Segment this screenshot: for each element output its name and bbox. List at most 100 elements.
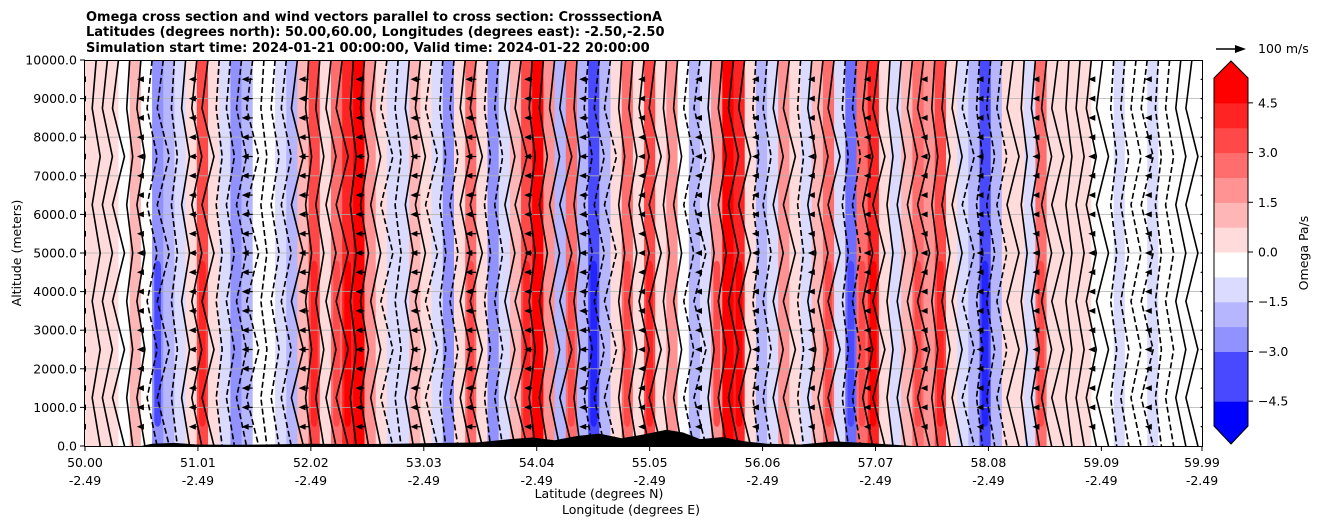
wind-vector	[355, 288, 365, 295]
x-tick-label-longitude: -2.49	[1085, 473, 1117, 488]
wind-vector	[355, 423, 365, 430]
omega-core	[344, 260, 352, 427]
colorbar-tick-label: −4.5	[1258, 394, 1288, 409]
wind-vector	[298, 346, 309, 353]
omega-core	[154, 260, 161, 427]
wind-vector	[638, 269, 646, 276]
wind-vector	[241, 230, 253, 237]
omega-contour-negative	[245, 60, 260, 446]
wind-vector	[524, 269, 533, 276]
x-tick-label-latitude: 55.05	[632, 455, 668, 470]
wind-vector	[863, 153, 871, 160]
wind-vector	[298, 211, 309, 218]
wind-vector	[1032, 288, 1040, 295]
wind-vector	[1032, 192, 1040, 199]
wind-vector	[920, 76, 928, 83]
wind-vector	[976, 404, 984, 411]
wind-vector	[355, 95, 365, 102]
wind-vector	[465, 365, 477, 372]
chart-title: Omega cross section and wind vectors par…	[86, 10, 665, 56]
y-tick-label: 9000.0	[33, 91, 77, 106]
wind-vector	[1088, 404, 1096, 411]
wind-vector	[1088, 288, 1096, 295]
wind-vector	[241, 288, 253, 295]
wind-vector	[976, 327, 984, 334]
omega-contour-negative	[215, 60, 224, 446]
wind-vector	[920, 423, 928, 430]
omega-core	[735, 260, 743, 427]
y-tick-label: 1000.0	[33, 400, 77, 415]
wind-vector	[695, 365, 702, 372]
wind-vector	[136, 95, 144, 102]
colorbar-outline	[1213, 60, 1249, 445]
colorbar-segment	[1214, 227, 1248, 253]
wind-vector	[465, 346, 477, 353]
omega-contour-positive	[1020, 60, 1029, 446]
wind-vector	[863, 230, 871, 237]
wind-vector	[579, 423, 589, 430]
terrain-fill	[85, 429, 1202, 446]
y-tick-label: 10000.0	[25, 53, 77, 68]
wind-vector	[136, 153, 144, 160]
omega-contour-positive	[1050, 60, 1065, 446]
wind-vector	[1200, 387, 1202, 389]
wind-vector	[524, 230, 533, 237]
wind-vector	[524, 404, 533, 411]
wind-vector	[1200, 425, 1202, 428]
wind-vector	[241, 153, 253, 160]
wind-vector	[1200, 232, 1202, 235]
wind-vector	[579, 114, 589, 121]
wind-vector	[1144, 192, 1152, 199]
wind-vector	[188, 288, 197, 295]
wind-vector	[695, 423, 702, 430]
wind-vector	[188, 134, 197, 141]
wind-vector	[807, 288, 815, 295]
wind-vector	[1144, 365, 1152, 372]
omega-contour-negative	[1119, 60, 1130, 446]
omega-contour-negative	[260, 60, 268, 446]
wind-vector	[920, 307, 928, 314]
wind-vector	[136, 346, 144, 353]
omega-contour-negative	[483, 60, 492, 446]
wind-vector	[1144, 404, 1152, 411]
wind-vector	[298, 172, 309, 179]
omega-contour-positive	[617, 60, 626, 446]
wind-vector	[355, 230, 365, 237]
wind-vector	[188, 211, 197, 218]
colorbar-fill	[1214, 61, 1248, 444]
wind-vector	[136, 250, 144, 256]
omega-contour-positive	[896, 60, 907, 446]
wind-vector	[976, 114, 984, 121]
wind-vector	[579, 307, 589, 314]
colorbar-segment	[1214, 376, 1248, 402]
quiver-key: 100 m/s	[1216, 41, 1309, 56]
wind-vector	[410, 76, 421, 83]
x-tick-label-longitude: -2.49	[746, 473, 778, 488]
wind-vector	[638, 153, 646, 160]
wind-vector	[751, 365, 759, 372]
wind-vector	[410, 192, 421, 199]
omega-contour-negative	[762, 60, 772, 446]
wind-vector	[188, 153, 197, 160]
wind-vector	[241, 192, 253, 199]
wind-vector	[188, 423, 197, 430]
omega-contour-positive	[136, 60, 146, 446]
omega-contour-negative	[796, 60, 805, 446]
omega-contour-positive	[916, 60, 931, 446]
wind-vector	[1200, 117, 1202, 119]
wind-vector	[638, 346, 646, 353]
wind-vector	[751, 385, 759, 392]
wind-vector	[579, 76, 589, 83]
omega-core	[646, 260, 653, 427]
wind-vector	[524, 192, 533, 199]
wind-vector	[920, 327, 928, 334]
wind-vector	[976, 365, 984, 372]
wind-vector	[1032, 211, 1040, 218]
wind-vector	[638, 134, 646, 141]
wind-vector	[695, 95, 702, 102]
omega-contour-negative	[1130, 60, 1142, 446]
omega-contour-positive	[369, 60, 382, 446]
wind-vector	[410, 153, 421, 160]
wind-vector	[410, 211, 421, 218]
omega-contour-negative	[280, 60, 293, 446]
